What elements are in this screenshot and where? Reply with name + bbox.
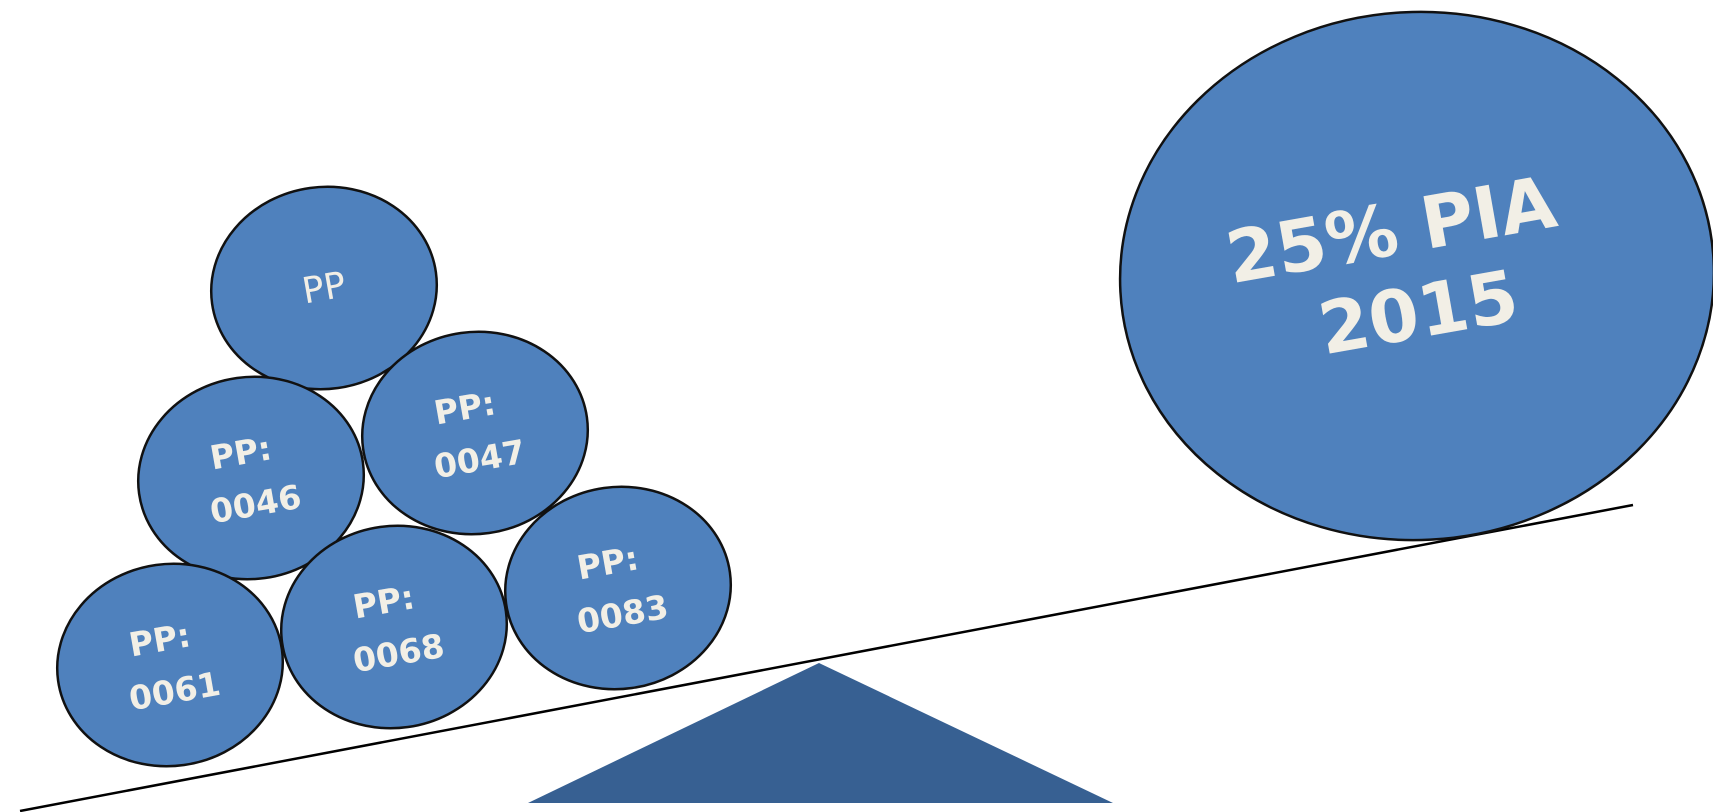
- ball-pp-0047: PP: 0047: [360, 330, 590, 536]
- ball-pp: PP: [209, 185, 439, 391]
- ball-pp-0083: PP: 0083: [503, 485, 733, 691]
- ball-pp-label: PP: [299, 265, 349, 313]
- seesaw-plank: [19, 503, 1634, 812]
- fulcrum-triangle: [528, 663, 1113, 803]
- big-ball-pia-2015: 25% PIA 2015: [1118, 10, 1713, 542]
- ball-pp-0061: PP: 0061: [55, 562, 285, 768]
- ball-pp-0046: PP: 0046: [136, 375, 366, 581]
- ball-pp-0068: PP: 0068: [279, 524, 509, 730]
- ball-pp-line-1: PP: [299, 265, 349, 313]
